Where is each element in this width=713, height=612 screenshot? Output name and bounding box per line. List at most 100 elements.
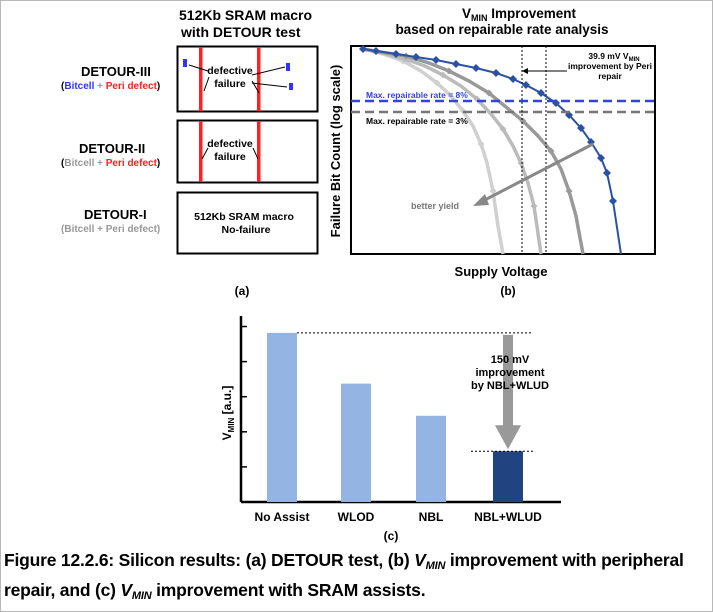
- caption-v1: V: [414, 550, 426, 570]
- panel-b-xlabel: Supply Voltage: [455, 264, 548, 279]
- detour-i-label: DETOUR-I: [84, 207, 147, 222]
- improvement-line2: improvement: [475, 367, 544, 379]
- detour-i-legend-plus: +: [94, 224, 106, 235]
- better-yield-label: better yield: [411, 201, 459, 211]
- bar-nbl: [416, 415, 446, 502]
- annotation-line3: repair: [598, 71, 622, 81]
- curve-line-4: [362, 47, 505, 255]
- panel-c-ylabel-v: V: [220, 432, 234, 440]
- curve-marker-2: [565, 187, 573, 195]
- curve-marker-3: [499, 125, 507, 133]
- detour-ii-box-text-2: failure: [214, 151, 246, 163]
- curve-marker-1: [603, 169, 611, 177]
- detour-iii-arrow-2: [203, 76, 210, 92]
- bar-label-nbl: NBL: [419, 510, 444, 524]
- panel-c-ylabel-rest: [a.u.]: [220, 386, 234, 418]
- detour-iii-arrow-1: [188, 64, 209, 72]
- bar-nbl-wlud: [493, 451, 523, 502]
- detour-iii-box-text-1: defective: [207, 65, 253, 77]
- panel-c-plot: No Assist WLOD NBL NBL+WLUD: [239, 316, 561, 524]
- improvement-line3: by NBL+WLUD: [471, 380, 549, 392]
- detour-ii-arrow-1: [201, 147, 209, 160]
- max-rate-3-label: Max. repairable rate = 3%: [366, 116, 468, 126]
- panel-b-ylabel: Failure Bit Count (log scale): [328, 65, 343, 238]
- curve-marker-1: [412, 53, 420, 61]
- detour-iii-legend-peri: Peri defect: [105, 81, 157, 92]
- curve-marker-1: [372, 47, 380, 55]
- curve-marker-4: [489, 187, 497, 195]
- detour-iii-peri-bar-right: [257, 47, 261, 111]
- detour-i-box-text-2: No-failure: [221, 224, 270, 236]
- curve-marker-1: [359, 45, 367, 53]
- curve-marker-2: [519, 117, 527, 125]
- caption-sub1: MIN: [425, 560, 446, 572]
- improvement-arrow-shaft: [503, 334, 513, 428]
- bar-wlod: [341, 383, 371, 502]
- bar-label-nbl-wlud: NBL+WLUD: [474, 510, 542, 524]
- max-rate-8-label: Max. repairable rate = 8%: [366, 90, 468, 100]
- curve-marker-2: [445, 67, 453, 75]
- bar-label-no-assist: No Assist: [255, 510, 310, 524]
- detour-iii-arrow-3: [251, 66, 286, 76]
- curve-marker-1: [577, 124, 585, 132]
- panel-c-label: (c): [384, 529, 399, 543]
- detour-iii-bitcell-mark-2: [286, 63, 290, 71]
- curve-marker-3: [439, 71, 447, 79]
- detour-ii-label: DETOUR-II: [79, 141, 146, 156]
- panel-a-title-line2: with DETOUR test: [181, 24, 301, 40]
- detour-iii-peri-bar-left: [199, 47, 203, 111]
- better-yield-arrowhead: [473, 194, 489, 206]
- detour-i-box: [176, 191, 319, 255]
- detour-iii-box: [176, 45, 319, 113]
- curve-marker-4: [477, 140, 485, 148]
- improvement-arrowhead: [495, 425, 521, 450]
- better-yield-arrow: [478, 142, 594, 205]
- panel-a-title-line1: 512Kb SRAM macro: [179, 7, 313, 23]
- bar-no-assist: [267, 332, 297, 502]
- curve-marker-1: [472, 64, 480, 72]
- curve-marker-1: [609, 197, 617, 205]
- panel-b-label: (b): [500, 284, 515, 298]
- caption-part3: improvement with SRAM assists.: [151, 580, 426, 600]
- panel-b-plot: [350, 45, 656, 255]
- curve-marker-1: [509, 75, 517, 83]
- detour-ii-peri-bar-right: [257, 121, 261, 182]
- improvement-line1: 150 mV: [491, 354, 530, 366]
- curve-marker-1: [392, 50, 400, 58]
- curve-marker-1: [492, 69, 500, 77]
- figure-caption: Figure 12.2.6: Silicon results: (a) DETO…: [4, 548, 712, 608]
- curve-marker-1: [432, 56, 440, 64]
- curve-marker-3: [517, 159, 525, 167]
- panel-c-ylabel: VMIN [a.u.]: [220, 386, 236, 441]
- detour-i-legend-peri: Peri defect: [105, 224, 157, 235]
- detour-ii-legend-peri: Peri defect: [105, 158, 157, 169]
- curve-marker-4: [433, 79, 441, 87]
- annotation-v: 39.9 mV V: [588, 51, 628, 61]
- detour-iii-legend-plus: +: [94, 81, 106, 92]
- detour-ii-legend: (Bitcell + Peri defect): [61, 158, 161, 169]
- detour-iii-box-text-2: failure: [214, 78, 246, 90]
- caption-part2: improvement with peripheral repair, and …: [4, 550, 684, 600]
- annotation-line2: improvement by Peri: [568, 61, 652, 71]
- detour-i-box-text-1: 512Kb SRAM macro: [194, 211, 294, 223]
- panel-a-boxes: defective failure defective failure 512K…: [176, 45, 319, 298]
- annotation-sub: MIN: [629, 57, 640, 63]
- panel-b-title-sub: MIN: [471, 13, 488, 23]
- caption-v2: V: [120, 580, 132, 600]
- curve-marker-1: [522, 81, 530, 89]
- caption-part1: Figure 12.2.6: Silicon results: (a) DETO…: [4, 550, 415, 570]
- curve-marker-1: [597, 154, 605, 162]
- bar-label-wlod: WLOD: [338, 510, 375, 524]
- detour-iii-arrow-5: [251, 82, 288, 88]
- panel-b-title-v: V: [462, 6, 471, 21]
- panel-b-title-rest: Improvement: [487, 6, 576, 21]
- detour-iii-legend-bitcell: Bitcell: [64, 81, 95, 92]
- detour-ii-box-text-1: defective: [207, 138, 253, 150]
- curve-line-1: [362, 48, 622, 255]
- curve-marker-2: [485, 89, 493, 97]
- panel-b-title-line1: VMIN Improvement: [462, 6, 577, 23]
- detour-ii-box: [176, 119, 319, 184]
- panel-b-title-line2: based on repairable rate analysis: [395, 22, 608, 37]
- panel-c-ylabel-sub: MIN: [227, 417, 236, 432]
